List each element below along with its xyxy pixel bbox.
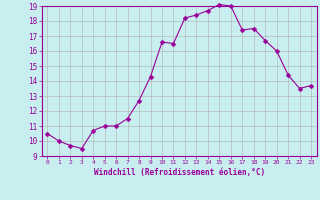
X-axis label: Windchill (Refroidissement éolien,°C): Windchill (Refroidissement éolien,°C) bbox=[94, 168, 265, 177]
